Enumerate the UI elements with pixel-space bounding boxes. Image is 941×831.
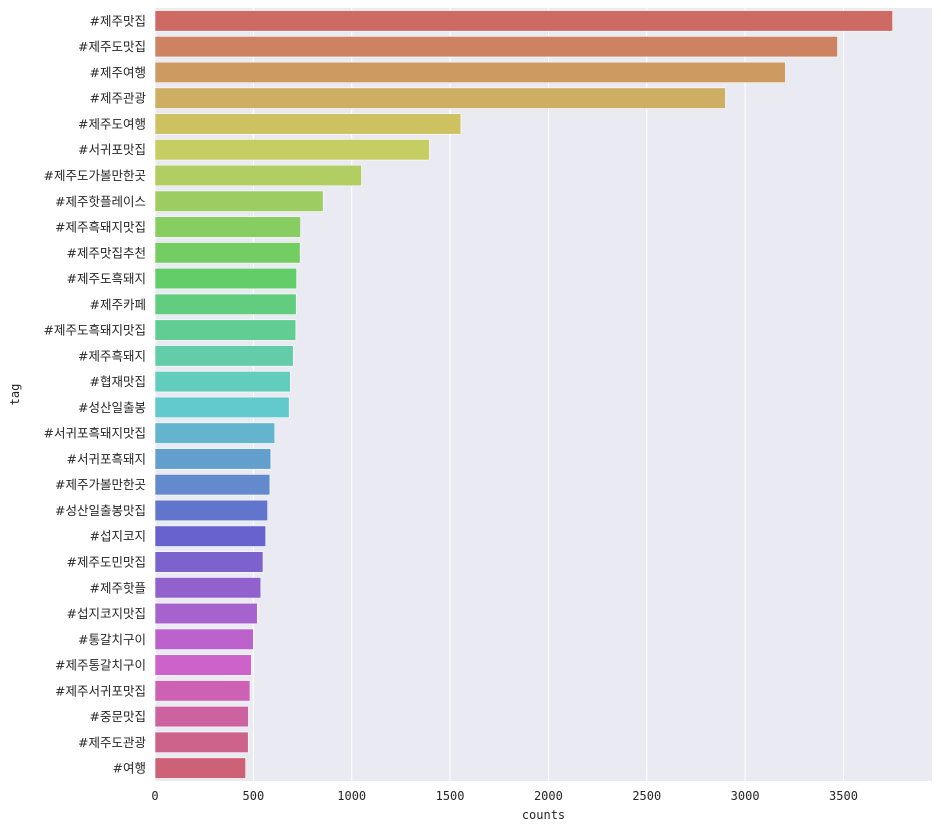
bar xyxy=(154,525,267,547)
category-label: #제주흑돼지 xyxy=(78,348,146,363)
plot-area xyxy=(155,8,932,781)
bar xyxy=(154,139,430,161)
x-tick-label: 3500 xyxy=(829,789,858,803)
bar xyxy=(154,448,272,470)
x-tick-label: 0 xyxy=(151,789,158,803)
bar xyxy=(154,61,786,84)
category-label: #제주도흑돼지맛집 xyxy=(44,323,146,338)
category-label: #제주핫플레이스 xyxy=(55,194,146,209)
category-label: #성산일출봉맛집 xyxy=(55,503,146,518)
category-label: #제주맛집 xyxy=(90,13,146,28)
category-labels: #제주맛집 #제주도맛집 #제주여행 #제주관광 #제주도여행 #서귀포맛집 #제주도가볼만… xyxy=(44,13,147,775)
bar xyxy=(154,474,271,496)
category-label: #제주핫플 xyxy=(90,580,146,595)
x-tick-label: 3000 xyxy=(731,789,760,803)
bar xyxy=(154,10,893,32)
bar xyxy=(154,731,249,753)
bar xyxy=(154,267,297,290)
bar xyxy=(154,371,291,393)
bar xyxy=(154,345,294,367)
bar xyxy=(154,628,254,650)
bars xyxy=(154,10,893,779)
category-label: #서귀포흑돼지맛집 xyxy=(44,426,146,441)
bar xyxy=(154,577,262,599)
x-tick-label: 500 xyxy=(243,789,265,803)
category-label: #섭지코지맛집 xyxy=(67,606,146,621)
category-label: #제주맛집추천 xyxy=(67,245,146,260)
y-axis-title: tag xyxy=(8,384,22,406)
category-label: #협재맛집 xyxy=(90,374,146,389)
category-label: #서귀포맛집 xyxy=(78,142,146,157)
bar xyxy=(154,499,269,522)
category-label: #여행 xyxy=(113,761,146,776)
category-label: #중문맛집 xyxy=(90,709,146,724)
category-label: #제주도여행 xyxy=(78,116,146,131)
category-label: #제주통갈치구이 xyxy=(55,658,146,673)
bar xyxy=(154,654,252,676)
category-label: #제주여행 xyxy=(90,65,146,80)
category-label: #제주도흑돼지 xyxy=(67,271,146,286)
bar xyxy=(154,602,258,625)
category-label: #제주흑돼지맛집 xyxy=(55,220,146,235)
category-label: #제주도가볼만한곳 xyxy=(44,168,146,183)
bar xyxy=(154,705,249,728)
bar xyxy=(154,190,324,212)
bar xyxy=(154,680,251,702)
x-tick-labels: 0 500 1000 1500 2000 2500 3000 3500 xyxy=(151,789,858,803)
category-label: #서귀포흑돼지 xyxy=(67,451,146,466)
bar xyxy=(154,757,246,779)
bar xyxy=(154,242,301,264)
gridlines xyxy=(154,8,844,781)
category-label: #제주서귀포맛집 xyxy=(55,683,146,698)
bar xyxy=(154,551,264,573)
category-label: #제주도맛집 xyxy=(78,39,146,54)
x-tick-label: 1000 xyxy=(337,789,366,803)
bar xyxy=(154,113,462,135)
bar xyxy=(154,87,726,109)
bar xyxy=(154,319,297,341)
x-tick-label: 2000 xyxy=(534,789,563,803)
bar xyxy=(154,396,290,418)
category-label: #섭지코지 xyxy=(90,529,146,544)
category-label: #제주도민맛집 xyxy=(67,554,146,569)
bar xyxy=(154,216,301,238)
category-label: #제주가볼만한곳 xyxy=(55,477,146,492)
category-label: #성산일출봉 xyxy=(78,400,146,415)
category-label: #통갈치구이 xyxy=(78,632,146,647)
x-tick-label: 2500 xyxy=(632,789,661,803)
x-axis-title: counts xyxy=(522,808,565,822)
category-label: #제주카페 xyxy=(90,297,146,312)
x-tick-label: 1500 xyxy=(436,789,465,803)
bar xyxy=(154,293,297,315)
category-label: #제주관광 xyxy=(90,91,147,106)
bar xyxy=(154,164,362,187)
bar xyxy=(154,36,838,58)
category-label: #제주도관광 xyxy=(78,735,146,750)
bar xyxy=(154,422,276,444)
